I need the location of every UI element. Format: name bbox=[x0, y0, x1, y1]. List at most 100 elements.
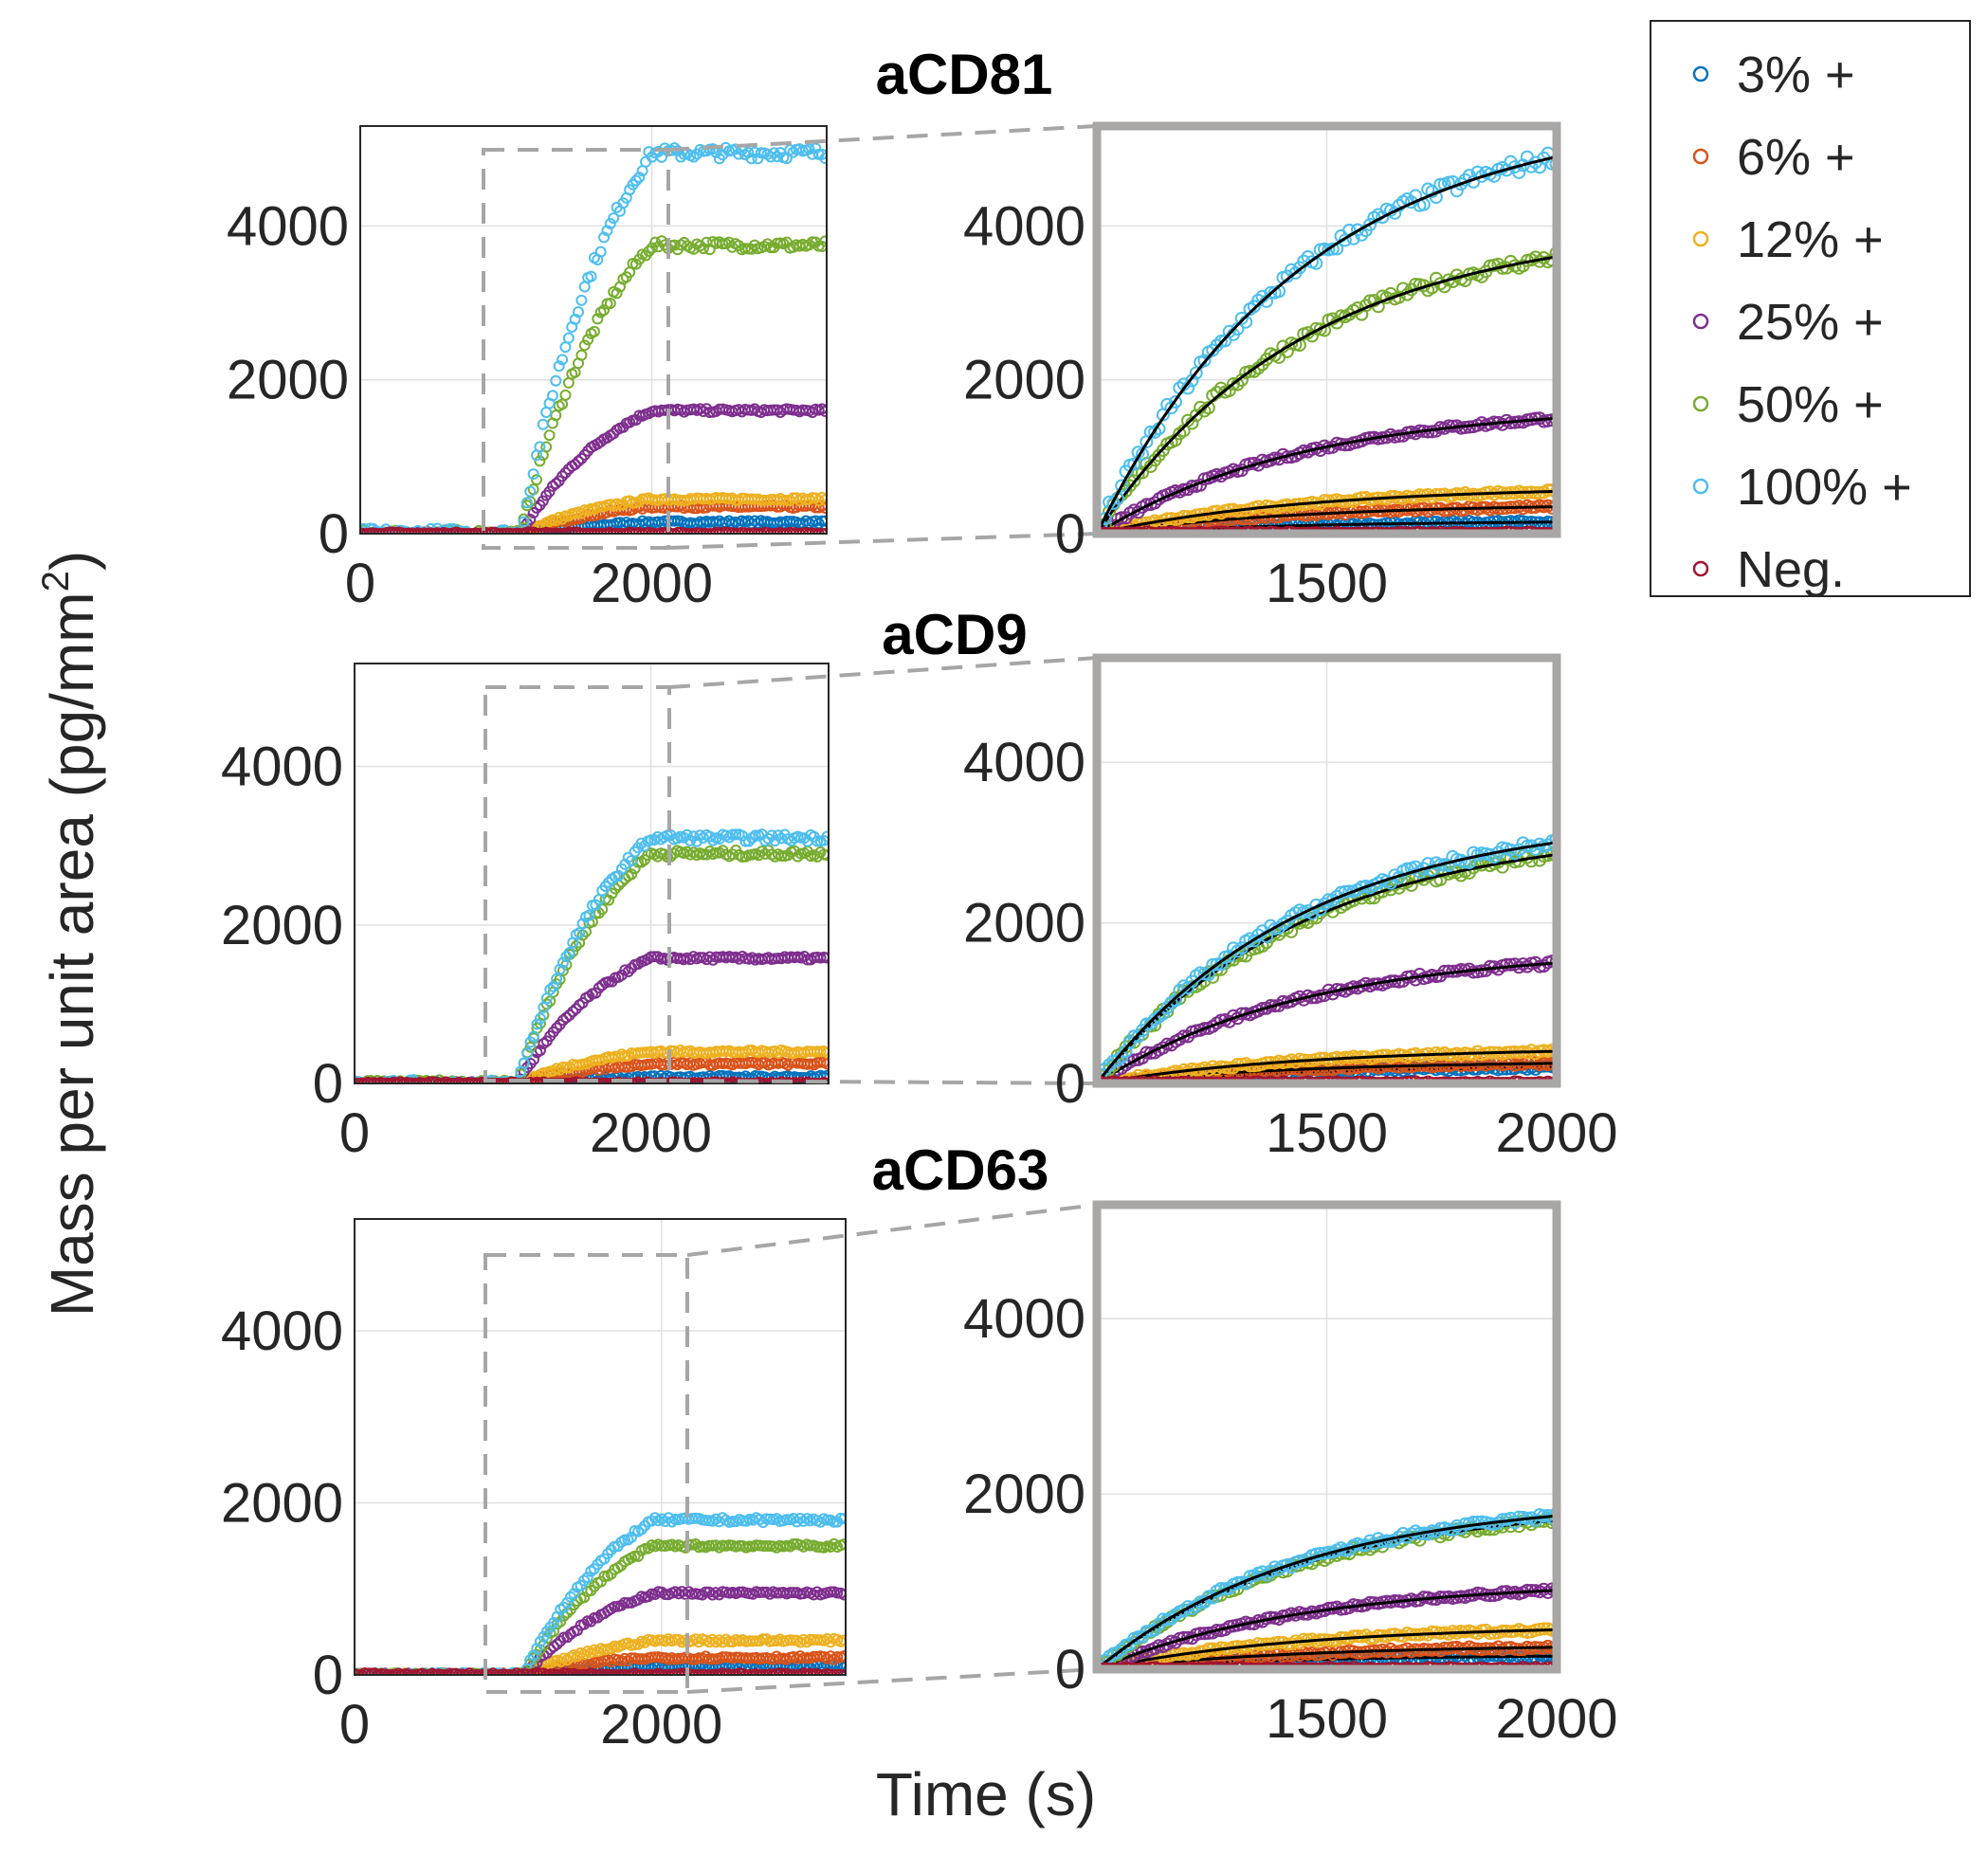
data-point bbox=[1325, 893, 1340, 907]
data-point bbox=[784, 1669, 796, 1675]
data-point bbox=[812, 835, 824, 847]
data-point bbox=[814, 1516, 827, 1528]
data-point bbox=[572, 1650, 584, 1663]
data-point bbox=[466, 1669, 479, 1675]
data-point bbox=[433, 1078, 446, 1083]
data-point bbox=[642, 1542, 654, 1555]
y-tick-label: 4000 bbox=[221, 1300, 343, 1362]
data-point bbox=[1185, 527, 1199, 534]
data-point bbox=[1243, 364, 1257, 378]
data-point bbox=[538, 1009, 550, 1021]
zoom-region-frame bbox=[483, 685, 671, 1082]
data-point bbox=[518, 516, 530, 528]
data-point bbox=[447, 1078, 459, 1083]
data-point bbox=[794, 1512, 807, 1524]
data-point bbox=[757, 1517, 769, 1529]
y-tick-label: 0 bbox=[319, 503, 349, 565]
data-point bbox=[355, 1669, 364, 1675]
data-point bbox=[816, 403, 827, 415]
data-point bbox=[701, 528, 713, 534]
zoom-connector bbox=[667, 124, 1098, 152]
data-point bbox=[838, 1669, 846, 1675]
data-point bbox=[564, 1591, 576, 1603]
data-point bbox=[682, 528, 694, 534]
data-point bbox=[1213, 1077, 1228, 1083]
data-point bbox=[838, 1634, 846, 1646]
data-point bbox=[768, 147, 780, 159]
data-point bbox=[1413, 1077, 1427, 1083]
data-point bbox=[810, 528, 822, 534]
data-point bbox=[1487, 527, 1502, 534]
data-point bbox=[702, 1586, 715, 1598]
data-point bbox=[689, 1669, 702, 1675]
markers-layer bbox=[1097, 146, 1557, 534]
data-point bbox=[745, 153, 757, 165]
data-point bbox=[812, 495, 825, 507]
data-point bbox=[550, 374, 562, 387]
data-point bbox=[594, 246, 607, 258]
data-point bbox=[659, 1516, 671, 1528]
axes-box bbox=[1092, 121, 1561, 538]
data-point bbox=[550, 515, 562, 527]
data-point bbox=[1495, 1077, 1509, 1083]
data-point bbox=[575, 507, 588, 519]
y-tick-label: 0 bbox=[313, 1645, 343, 1706]
y-tick-label: 4000 bbox=[963, 195, 1085, 257]
data-point bbox=[524, 485, 537, 498]
data-point bbox=[1462, 1077, 1476, 1083]
data-point bbox=[1334, 527, 1348, 534]
data-point bbox=[622, 851, 634, 864]
data-point bbox=[605, 1669, 617, 1675]
data-point bbox=[575, 349, 588, 361]
data-point bbox=[697, 528, 709, 534]
data-point bbox=[457, 528, 469, 534]
data-point bbox=[374, 528, 386, 534]
data-point bbox=[370, 528, 382, 534]
data-point bbox=[700, 1669, 712, 1675]
data-point bbox=[1392, 1077, 1406, 1083]
data-point bbox=[629, 174, 642, 187]
series-25 bbox=[1097, 411, 1557, 534]
data-point bbox=[696, 1669, 708, 1675]
data-point bbox=[791, 1516, 803, 1528]
data-point bbox=[1106, 527, 1121, 534]
data-point bbox=[1115, 479, 1129, 493]
data-point bbox=[632, 1638, 645, 1650]
data-point bbox=[787, 1669, 799, 1675]
data-point bbox=[663, 1669, 675, 1675]
x-tick-label: 0 bbox=[345, 553, 375, 614]
data-point bbox=[1222, 527, 1236, 534]
data-point bbox=[1143, 1046, 1158, 1060]
data-point bbox=[814, 1669, 827, 1675]
data-point bbox=[742, 146, 755, 158]
data-point bbox=[510, 1669, 522, 1675]
data-point bbox=[456, 1078, 468, 1083]
data-point bbox=[1545, 527, 1557, 534]
x-tick-label: 2000 bbox=[600, 1694, 722, 1755]
data-point bbox=[777, 528, 790, 534]
series-100 bbox=[1097, 146, 1557, 534]
data-point bbox=[546, 390, 558, 402]
data-point bbox=[1210, 957, 1224, 972]
data-point bbox=[1467, 527, 1481, 534]
data-point bbox=[1446, 1077, 1460, 1083]
data-point bbox=[703, 528, 716, 534]
data-point bbox=[594, 528, 607, 534]
data-point bbox=[757, 1669, 769, 1675]
data-point bbox=[819, 528, 827, 534]
zoom-connector bbox=[686, 1203, 1098, 1257]
data-point bbox=[646, 528, 658, 534]
data-point bbox=[821, 1069, 829, 1082]
data-point bbox=[464, 528, 476, 534]
data-point bbox=[562, 332, 575, 344]
data-point bbox=[1474, 1077, 1488, 1083]
data-point bbox=[646, 1669, 658, 1675]
data-point bbox=[816, 528, 827, 534]
data-point bbox=[611, 287, 623, 300]
data-point bbox=[1176, 482, 1191, 497]
data-point bbox=[1234, 311, 1249, 325]
data-point bbox=[555, 1655, 567, 1667]
data-point bbox=[1470, 527, 1485, 534]
data-point bbox=[551, 1638, 563, 1650]
